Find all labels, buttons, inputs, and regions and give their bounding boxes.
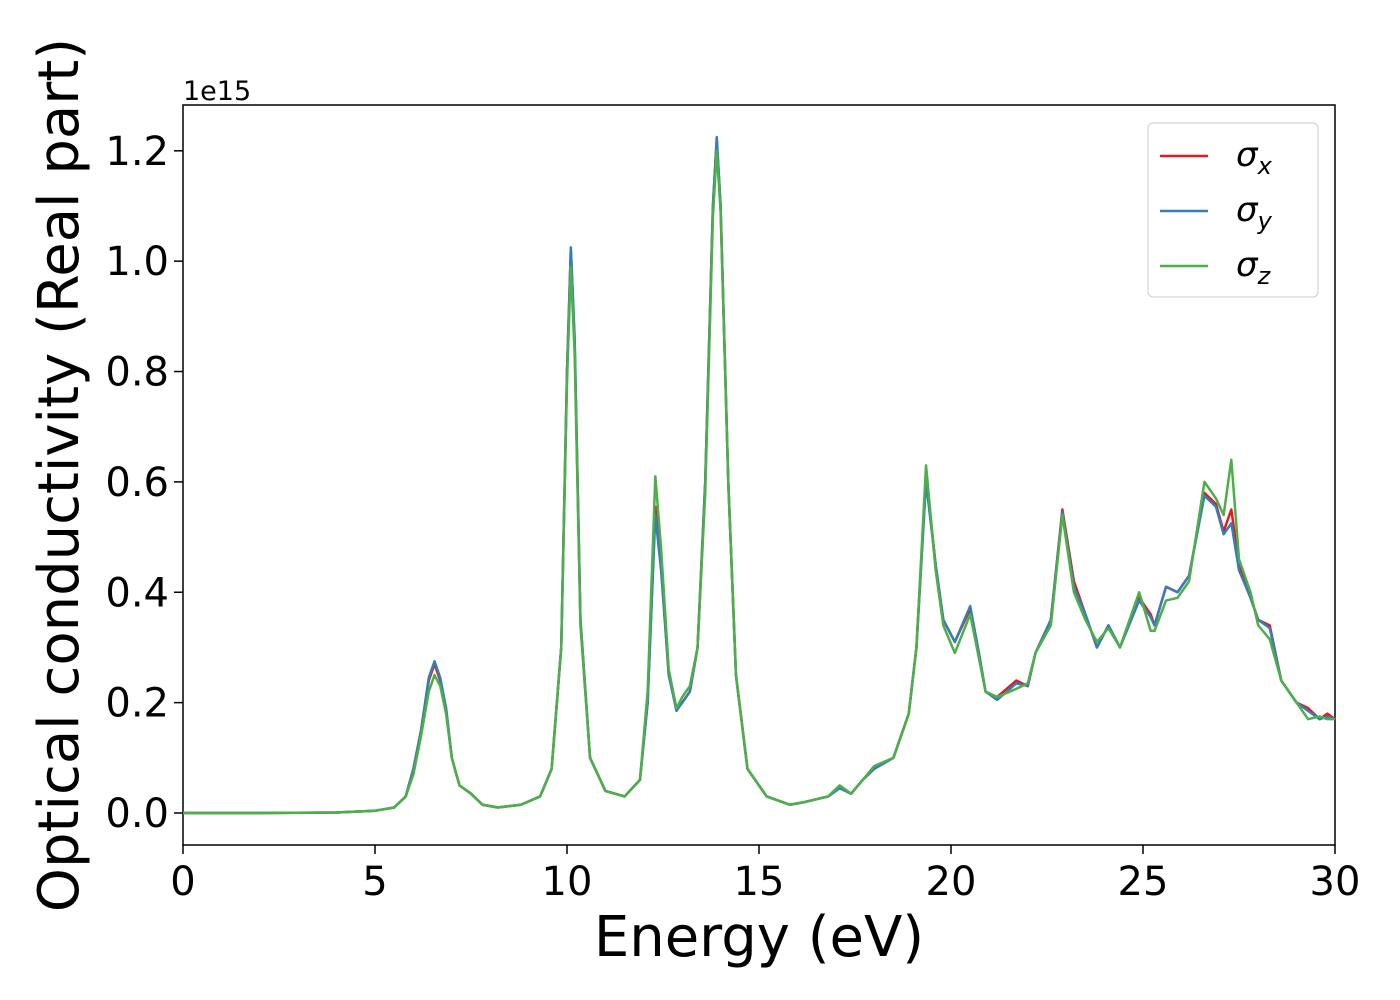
legend-box xyxy=(1147,122,1319,298)
x-tick-label: 20 xyxy=(926,859,977,905)
x-tick-label: 25 xyxy=(1118,859,1169,905)
y-tick-label: 0.4 xyxy=(105,570,169,616)
x-tick-label: 10 xyxy=(542,859,593,905)
plot-lines xyxy=(183,135,1336,815)
offset-label: 1e15 xyxy=(183,76,251,107)
y-tick-label: 1.0 xyxy=(105,239,169,285)
y-tick-label: 1.2 xyxy=(105,129,169,175)
legend-label: σy xyxy=(1236,190,1273,235)
x-axis-label: Energy (eV) xyxy=(594,905,924,970)
legend-label: σx xyxy=(1236,135,1273,180)
legend-label: σz xyxy=(1236,245,1272,290)
y-tick-label: 0.6 xyxy=(105,460,169,506)
y-axis-label: Optical conductivity (Real part) xyxy=(27,38,92,912)
x-tick-label: 30 xyxy=(1310,859,1361,905)
series-line xyxy=(183,149,1335,815)
y-tick-label: 0.8 xyxy=(105,350,169,396)
y-tick-label: 0.0 xyxy=(105,791,169,837)
y-tick-label: 0.2 xyxy=(105,681,169,727)
x-tick-label: 15 xyxy=(734,859,785,905)
x-tick-label: 0 xyxy=(170,859,195,905)
x-tick-label: 5 xyxy=(362,859,387,905)
